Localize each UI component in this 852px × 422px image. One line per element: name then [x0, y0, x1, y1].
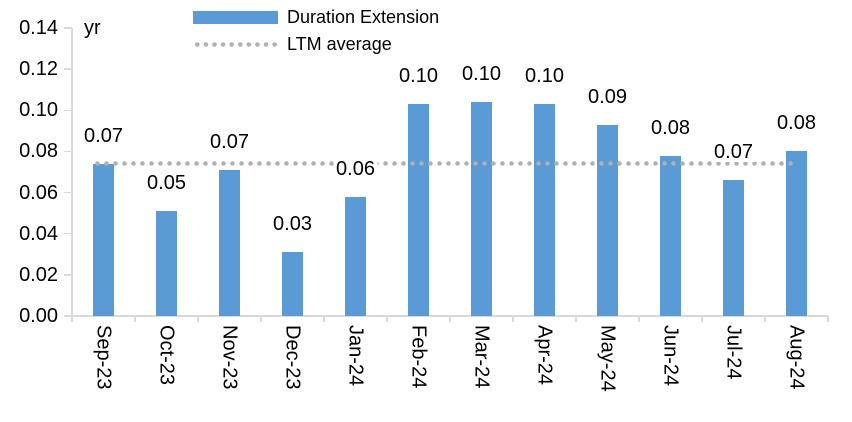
- bar-nov-23: [219, 169, 240, 316]
- y-axis-line: [71, 28, 73, 322]
- data-label-aug-24: 0.08: [774, 113, 819, 134]
- chart-legend: Duration Extension LTM average: [193, 4, 439, 58]
- y-axis-label-0.02: 0.02: [19, 263, 58, 286]
- x-axis-tick: [638, 316, 640, 322]
- legend-label-duration-extension: Duration Extension: [287, 7, 440, 27]
- data-label-may-24: 0.09: [585, 86, 630, 107]
- y-axis-unit-label: yr: [84, 17, 101, 39]
- x-axis-tick: [701, 316, 703, 322]
- ltm-average-line: [93, 161, 795, 167]
- data-label-oct-23: 0.05: [144, 173, 189, 194]
- x-axis-label-jul-24: Jul-24: [722, 325, 745, 380]
- y-axis-label-0.08: 0.08: [19, 140, 58, 163]
- y-axis-label-0.10: 0.10: [19, 99, 58, 122]
- legend-item-ltm-average: LTM average: [193, 31, 439, 58]
- data-label-jan-24: 0.06: [333, 158, 378, 179]
- bar-mar-24: [471, 102, 492, 316]
- y-axis-tick: [64, 68, 72, 70]
- bar-sep-23: [93, 163, 114, 316]
- dotted-line-swatch-icon: [193, 42, 278, 47]
- bar-swatch-icon: [193, 11, 278, 24]
- bar-jul-24: [723, 180, 744, 316]
- x-axis-label-jun-24: Jun-24: [659, 325, 682, 387]
- y-axis-tick: [64, 27, 72, 29]
- x-axis-tick: [386, 316, 388, 322]
- x-axis-tick: [134, 316, 136, 322]
- bar-jun-24: [660, 155, 681, 316]
- x-axis-tick: [323, 316, 325, 322]
- bar-feb-24: [408, 104, 429, 316]
- x-axis-label-aug-24: Aug-24: [785, 325, 808, 390]
- y-axis-tick: [64, 274, 72, 276]
- x-axis-label-dec-23: Dec-23: [281, 325, 304, 390]
- y-axis-label-0.04: 0.04: [19, 222, 58, 245]
- y-axis-tick: [64, 191, 72, 194]
- x-axis-label-jan-24: Jan-24: [344, 325, 367, 387]
- y-axis-label-0.12: 0.12: [19, 58, 58, 81]
- y-axis-label-0.14: 0.14: [19, 17, 58, 39]
- x-axis-tick: [575, 316, 577, 322]
- data-label-dec-23: 0.03: [270, 214, 315, 235]
- y-axis-tick: [64, 150, 72, 153]
- y-axis-tick: [64, 315, 72, 317]
- x-axis-tick: [764, 316, 766, 322]
- x-axis-label-sep-23: Sep-23: [92, 325, 115, 390]
- bar-jan-24: [345, 196, 366, 316]
- bar-apr-24: [534, 104, 555, 316]
- data-label-nov-23: 0.07: [207, 131, 252, 152]
- x-axis-tick: [827, 316, 829, 322]
- x-axis-label-oct-23: Oct-23: [155, 325, 178, 386]
- data-label-sep-23: 0.07: [81, 125, 126, 146]
- data-label-feb-24: 0.10: [396, 66, 441, 87]
- x-axis-label-mar-24: Mar-24: [470, 325, 493, 389]
- x-axis-label-may-24: May-24: [596, 325, 619, 392]
- x-axis-label-apr-24: Apr-24: [533, 325, 556, 386]
- data-label-jun-24: 0.08: [648, 117, 693, 138]
- x-axis-label-nov-23: Nov-23: [218, 325, 241, 390]
- data-label-jul-24: 0.07: [711, 142, 756, 163]
- y-axis-label-0.00: 0.00: [19, 305, 58, 327]
- legend-label-ltm-average: LTM average: [287, 34, 392, 54]
- bar-may-24: [597, 124, 618, 316]
- legend-item-duration-extension: Duration Extension: [193, 4, 439, 31]
- x-axis-tick: [197, 316, 199, 322]
- y-axis-tick: [64, 109, 72, 112]
- x-axis-tick: [71, 316, 73, 322]
- x-axis-tick: [449, 316, 451, 322]
- x-axis-tick: [260, 316, 262, 322]
- y-axis-tick: [64, 232, 72, 235]
- data-label-mar-24: 0.10: [459, 64, 504, 85]
- bar-aug-24: [786, 151, 807, 316]
- y-axis-label-0.06: 0.06: [19, 181, 58, 204]
- bar-dec-23: [282, 252, 303, 316]
- x-axis-label-feb-24: Feb-24: [407, 325, 430, 389]
- data-label-apr-24: 0.10: [522, 66, 567, 87]
- x-axis-tick: [512, 316, 514, 322]
- bar-oct-23: [156, 211, 177, 316]
